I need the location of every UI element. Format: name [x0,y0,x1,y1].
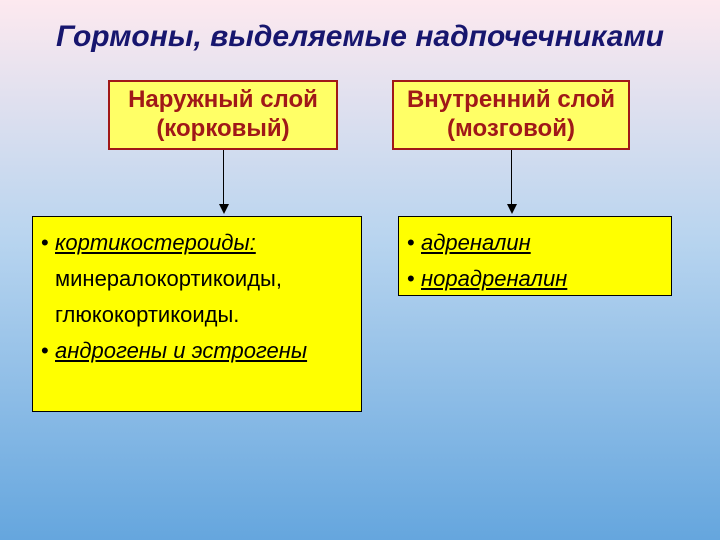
header-box-left-line1: Наружный слой [128,86,318,115]
list-item: андрогены и эстрогены [37,333,355,369]
arrow-right [511,150,512,204]
arrow-right-head [507,204,517,214]
list-item-subline: глюкокортикоиды. [37,297,355,333]
arrow-left [223,150,224,204]
content-list-right: адреналин норадреналин [403,225,665,297]
list-item: норадреналин [403,261,665,297]
list-item-lead: андрогены и эстрогены [55,338,307,363]
arrow-left-head [219,204,229,214]
header-box-left-line2: (корковый) [156,115,289,144]
header-box-right-line1: Внутренний слой [407,86,615,115]
header-box-outer-layer: Наружный слой (корковый) [108,80,338,150]
slide-title: Гормоны, выделяемые надпочечниками [0,20,720,54]
content-box-cortex-hormones: кортикостероиды: минералокортикоиды,глюко… [32,216,362,412]
list-item-lead: адреналин [421,230,531,255]
slide-root: Гормоны, выделяемые надпочечниками Наруж… [0,0,720,540]
list-item-subline: минералокортикоиды, [37,261,355,297]
list-item-lead: норадреналин [421,266,567,291]
list-item-lead: кортикостероиды: [55,230,256,255]
content-box-medulla-hormones: адреналин норадреналин [398,216,672,296]
header-box-inner-layer: Внутренний слой (мозговой) [392,80,630,150]
header-box-right-line2: (мозговой) [447,115,575,144]
content-list-left: кортикостероиды: минералокортикоиды,глюко… [37,225,355,369]
list-item: кортикостероиды: [37,225,355,261]
list-item: адреналин [403,225,665,261]
